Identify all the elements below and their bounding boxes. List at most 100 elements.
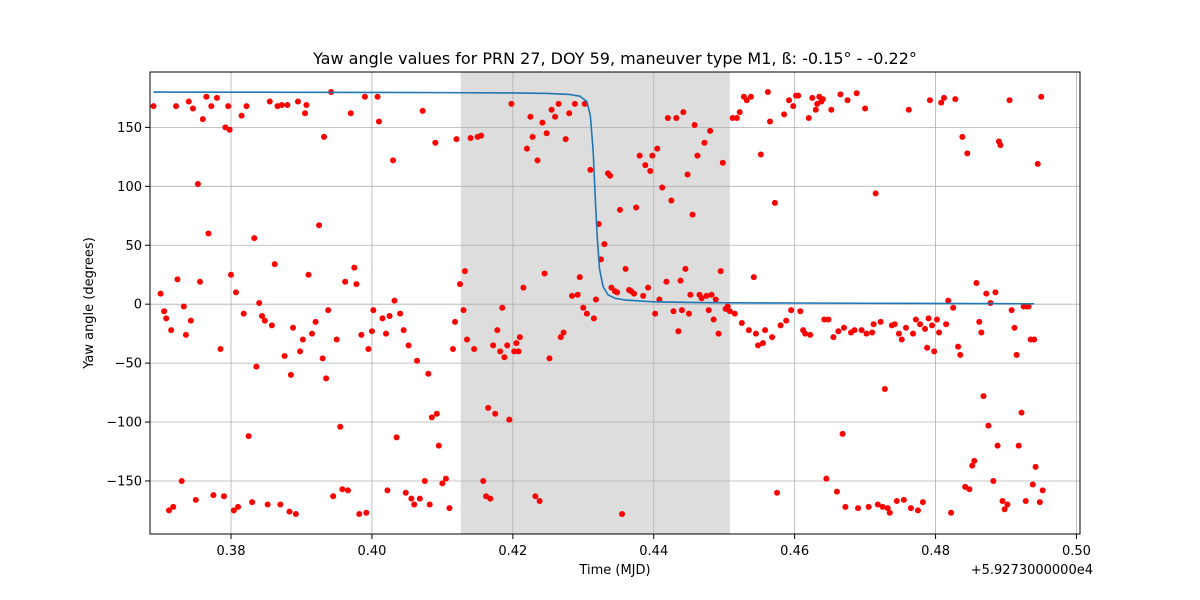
data-point [268, 322, 275, 329]
data-point [788, 307, 795, 314]
data-point [428, 414, 435, 421]
data-point [656, 296, 663, 303]
data-point [743, 97, 750, 104]
data-point [508, 100, 515, 107]
data-point [997, 142, 1004, 149]
data-point [182, 331, 189, 338]
data-point [1031, 336, 1038, 343]
data-point [516, 334, 523, 341]
data-point [893, 498, 900, 504]
data-point [277, 501, 284, 508]
data-point [973, 279, 980, 286]
data-point [197, 278, 204, 285]
data-point [187, 317, 194, 324]
data-point [370, 307, 377, 314]
x-tick-label: 0.44 [639, 544, 668, 559]
data-point [898, 336, 905, 343]
data-point [253, 363, 260, 370]
data-point [642, 162, 649, 169]
data-point [687, 291, 694, 298]
data-point [374, 93, 381, 100]
data-point [926, 97, 933, 104]
data-point [312, 318, 319, 325]
data-point [325, 307, 332, 314]
data-point [1025, 303, 1032, 310]
data-point [978, 329, 985, 336]
data-point [386, 312, 393, 319]
data-point [245, 433, 252, 440]
data-point [256, 300, 263, 306]
data-point [821, 316, 828, 323]
data-point [178, 477, 185, 484]
y-tick-label: −50 [115, 357, 142, 372]
data-point [168, 327, 175, 334]
x-axis-label: Time (MJD) [578, 563, 650, 578]
data-point [664, 114, 671, 121]
data-point [823, 475, 830, 482]
data-point [368, 328, 375, 335]
data-point [1039, 487, 1046, 494]
x-tick-label: 0.48 [921, 544, 950, 559]
data-point [150, 103, 157, 110]
data-point [566, 110, 573, 117]
data-point [513, 340, 520, 347]
data-point [945, 297, 952, 304]
data-point [299, 336, 306, 343]
data-point [408, 495, 415, 502]
data-point [819, 96, 826, 103]
data-point [701, 139, 708, 146]
data-point [731, 310, 738, 317]
data-point [400, 327, 407, 334]
data-point [680, 109, 687, 116]
data-point [583, 310, 590, 317]
data-point [870, 321, 877, 328]
data-point [964, 150, 971, 157]
data-point [471, 345, 478, 352]
data-point [581, 100, 588, 107]
data-point [938, 99, 945, 106]
data-point [353, 281, 360, 288]
data-point [783, 317, 790, 324]
data-point [707, 127, 714, 134]
data-point [342, 278, 349, 285]
data-point [677, 277, 684, 284]
data-point [574, 291, 581, 298]
data-point [636, 152, 643, 159]
data-point [330, 493, 337, 500]
data-point [764, 89, 771, 96]
data-point [1036, 499, 1043, 506]
data-point [805, 114, 812, 121]
data-point [560, 329, 567, 336]
data-point [910, 330, 917, 337]
data-point [365, 345, 372, 352]
data-point [527, 113, 534, 120]
data-point [828, 106, 835, 113]
x-axis-offset-label: +5.9273000000e4 [971, 563, 1093, 578]
data-point [305, 271, 312, 278]
data-point [886, 509, 893, 516]
data-point [649, 152, 656, 159]
data-point [1029, 481, 1036, 488]
data-point [217, 345, 224, 352]
data-point [161, 308, 168, 315]
data-point [809, 94, 816, 101]
data-point [210, 492, 217, 499]
y-tick-label: 0 [134, 298, 142, 313]
data-point [614, 289, 621, 296]
data-point [543, 130, 550, 137]
data-point [446, 505, 453, 512]
data-point [271, 261, 278, 268]
data-point [717, 268, 724, 275]
data-point [435, 442, 442, 449]
data-point [292, 510, 299, 517]
data-point [397, 310, 404, 317]
data-point [393, 434, 400, 441]
data-point [569, 292, 576, 299]
data-point [685, 310, 692, 317]
data-point [303, 102, 310, 108]
data-point [452, 318, 459, 325]
data-point [1015, 442, 1022, 449]
data-point [225, 103, 232, 110]
data-point [461, 268, 468, 275]
data-point [453, 136, 460, 143]
